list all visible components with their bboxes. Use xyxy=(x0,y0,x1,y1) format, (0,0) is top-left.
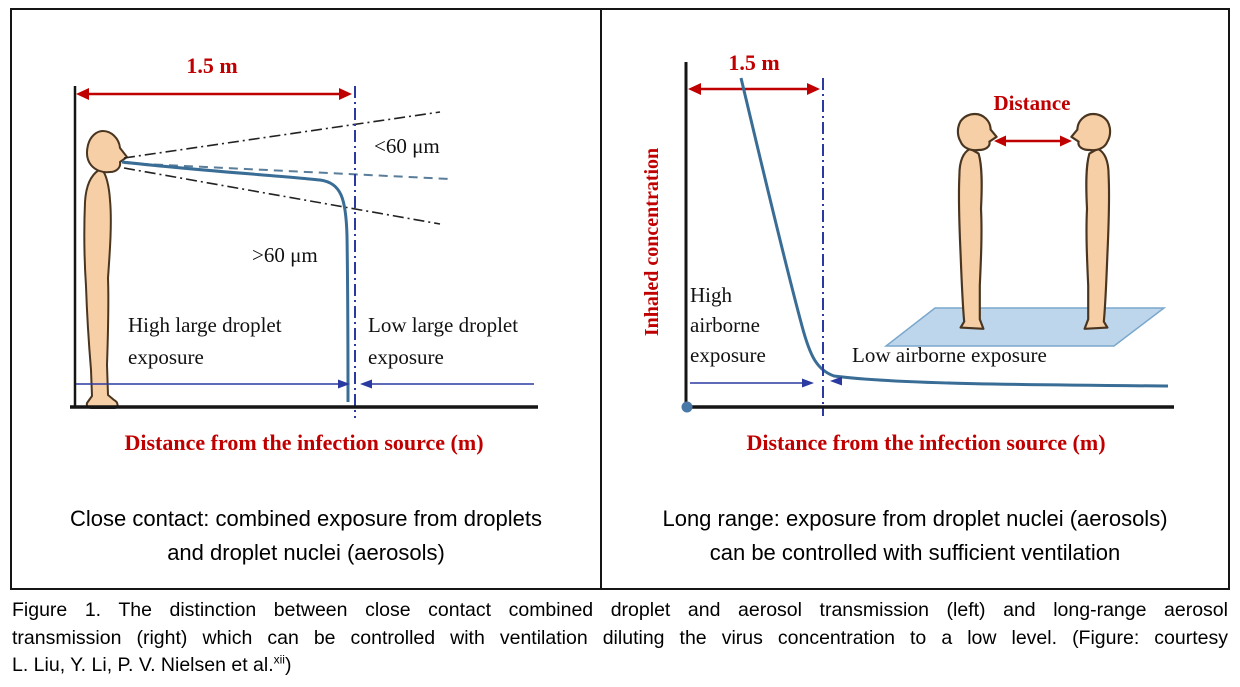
figure-caption-line3: L. Liu, Y. Li, P. V. Nielsen et al.xii) xyxy=(12,652,1228,680)
high-exposure-extent-arrow xyxy=(76,379,350,389)
x-axis-label: Distance from the infection source (m) xyxy=(124,430,483,455)
long-range-caption-line1: Long range: exposure from droplet nuclei… xyxy=(662,506,1168,531)
close-contact-caption-line1: Close contact: combined exposure from dr… xyxy=(69,506,542,531)
figure-1-box: 1.5 m <60 μm >60 μm High large drople xyxy=(10,8,1230,590)
long-range-caption: Long range: exposure from droplet nuclei… xyxy=(602,502,1228,570)
long-range-panel: Inhaled concentration 1.5 m xyxy=(602,10,1228,588)
close-contact-caption: Close contact: combined exposure from dr… xyxy=(12,502,600,570)
large-droplet-trajectory-curve xyxy=(121,160,350,403)
concentration-curve xyxy=(739,77,1169,388)
high-airborne-exposure-line1: High xyxy=(690,283,733,307)
low-droplet-exposure-label-line1: Low large droplet xyxy=(368,313,518,337)
figure-caption-citation-superscript: xii xyxy=(273,652,285,667)
low-exposure-extent-arrow xyxy=(360,379,534,389)
origin-dot xyxy=(681,401,693,413)
high-airborne-exposure-line2: airborne xyxy=(690,313,760,337)
close-contact-panel: 1.5 m <60 μm >60 μm High large drople xyxy=(12,10,602,588)
distance-1-5m-label: 1.5 m xyxy=(728,50,779,75)
low-exposure-arrowhead xyxy=(830,376,842,386)
high-exposure-extent-arrow xyxy=(690,378,814,388)
figure-caption-line3-closing: ) xyxy=(284,654,292,676)
right-person-figure xyxy=(1070,112,1112,330)
distance-1-5m-arrow xyxy=(76,88,352,100)
high-droplet-exposure-label-line2: exposure xyxy=(128,345,204,369)
medium-droplet-dashed-line xyxy=(123,162,451,180)
small-droplet-label: <60 μm xyxy=(374,134,440,158)
figure-caption-line1: Figure 1. The distinction between close … xyxy=(12,599,1228,621)
person-head xyxy=(86,130,128,174)
figure-caption-line2: transmission (right) which can be contro… xyxy=(12,626,1228,649)
long-range-diagram: Inhaled concentration 1.5 m xyxy=(641,50,1174,455)
figure-caption: Figure 1. The distinction between close … xyxy=(12,597,1228,680)
x-axis-label: Distance from the infection source (m) xyxy=(746,430,1105,455)
low-airborne-exposure-label: Low airborne exposure xyxy=(852,343,1047,367)
distance-1-5m-label: 1.5 m xyxy=(186,53,237,78)
person-body xyxy=(83,169,119,409)
high-airborne-exposure-line3: exposure xyxy=(690,343,766,367)
figure-caption-line3-text: L. Liu, Y. Li, P. V. Nielsen et al. xyxy=(12,654,274,676)
large-droplet-label: >60 μm xyxy=(252,243,318,267)
people-distance-arrow xyxy=(994,135,1072,147)
left-person-figure xyxy=(956,112,998,330)
long-range-caption-line2: can be controlled with sufficient ventil… xyxy=(709,540,1121,565)
low-droplet-exposure-label-line2: exposure xyxy=(368,345,444,369)
people-distance-label: Distance xyxy=(994,91,1071,115)
close-contact-diagram: 1.5 m <60 μm >60 μm High large drople xyxy=(70,53,538,455)
close-contact-caption-line2: and droplet nuclei (aerosols) xyxy=(167,540,445,565)
droplet-spread-lower-line xyxy=(123,167,441,225)
floor-surface xyxy=(883,307,1167,347)
people-pair xyxy=(956,112,1112,330)
distance-1-5m-arrow xyxy=(688,83,820,95)
y-axis-label: Inhaled concentration xyxy=(641,148,663,336)
high-droplet-exposure-label-line1: High large droplet xyxy=(128,313,282,337)
infected-person-figure xyxy=(83,130,128,409)
